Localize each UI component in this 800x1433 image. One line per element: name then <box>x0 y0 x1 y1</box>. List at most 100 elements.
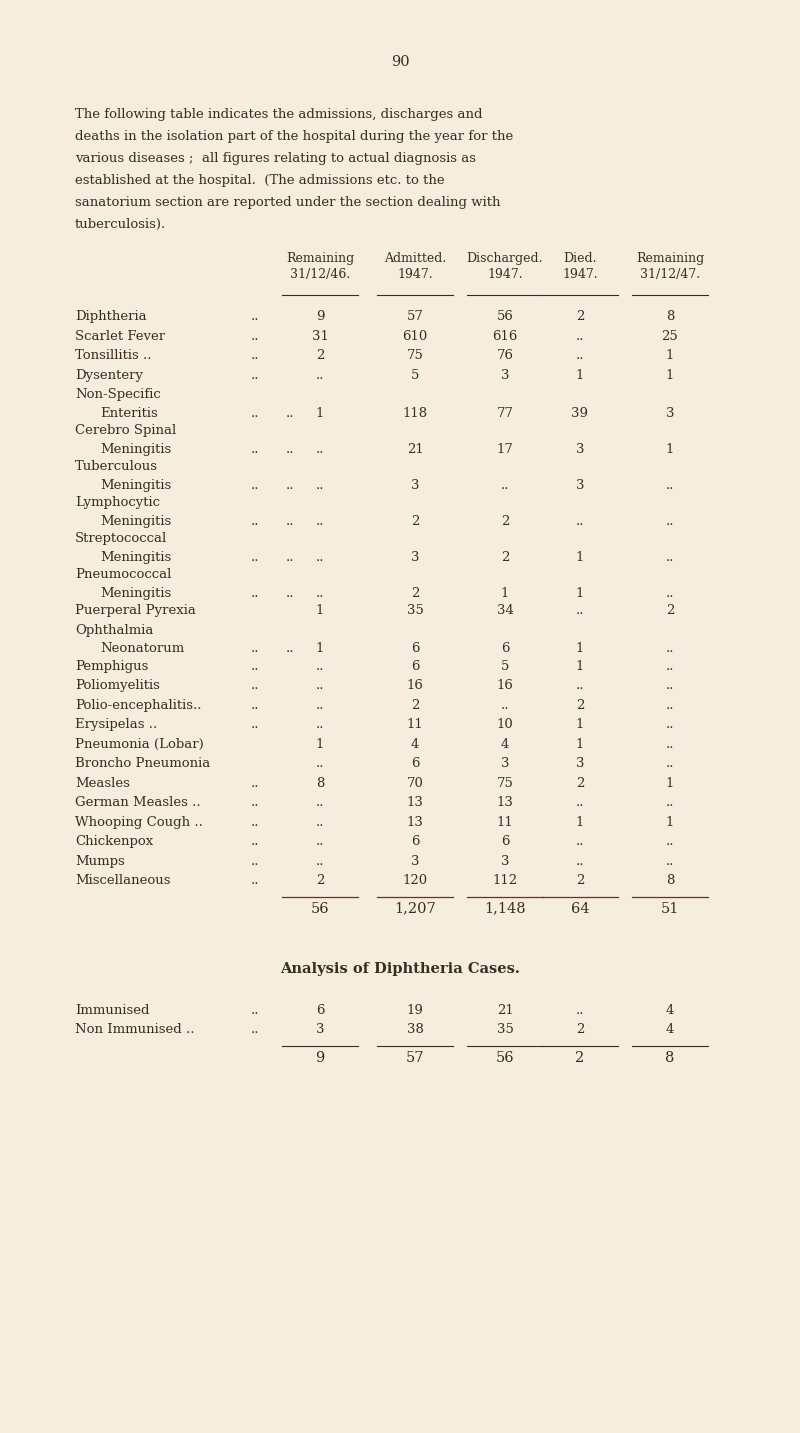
Text: 3: 3 <box>666 407 674 420</box>
Text: Died.: Died. <box>563 252 597 265</box>
Text: 8: 8 <box>666 310 674 322</box>
Text: 21: 21 <box>497 1003 514 1016</box>
Text: 17: 17 <box>497 443 514 456</box>
Text: ..: .. <box>250 550 259 563</box>
Text: 1947.: 1947. <box>397 268 433 281</box>
Text: ..: .. <box>316 698 324 712</box>
Text: 75: 75 <box>497 777 514 790</box>
Text: 1: 1 <box>666 368 674 381</box>
Text: 1,207: 1,207 <box>394 901 436 916</box>
Text: Scarlet Fever: Scarlet Fever <box>75 330 165 342</box>
Text: 31/12/47.: 31/12/47. <box>640 268 700 281</box>
Text: 2: 2 <box>316 874 324 887</box>
Text: 13: 13 <box>406 815 423 828</box>
Text: ..: .. <box>576 854 584 867</box>
Text: ..: .. <box>666 718 674 731</box>
Text: 112: 112 <box>493 874 518 887</box>
Text: Remaining: Remaining <box>286 252 354 265</box>
Text: 3: 3 <box>576 479 584 492</box>
Text: ..: .. <box>316 679 324 692</box>
Text: Lymphocytic: Lymphocytic <box>75 496 160 509</box>
Text: ..: .. <box>666 757 674 770</box>
Text: ..: .. <box>250 479 259 492</box>
Text: 8: 8 <box>666 1050 674 1065</box>
Text: ..: .. <box>286 642 294 655</box>
Text: ..: .. <box>250 310 259 322</box>
Text: ..: .. <box>316 718 324 731</box>
Text: Dysentery: Dysentery <box>75 368 143 381</box>
Text: 3: 3 <box>316 1023 324 1036</box>
Text: ..: .. <box>250 514 259 527</box>
Text: 76: 76 <box>497 350 514 363</box>
Text: 3: 3 <box>576 757 584 770</box>
Text: Puerperal Pyrexia: Puerperal Pyrexia <box>75 603 196 618</box>
Text: 90: 90 <box>390 54 410 69</box>
Text: Chickenpox: Chickenpox <box>75 835 154 848</box>
Text: 1: 1 <box>576 738 584 751</box>
Text: Meningitis: Meningitis <box>100 586 171 599</box>
Text: ..: .. <box>250 777 259 790</box>
Text: ..: .. <box>316 586 324 599</box>
Text: ..: .. <box>666 514 674 527</box>
Text: Remaining: Remaining <box>636 252 704 265</box>
Text: 6: 6 <box>501 642 510 655</box>
Text: 2: 2 <box>575 1050 585 1065</box>
Text: ..: .. <box>576 330 584 342</box>
Text: 1: 1 <box>576 718 584 731</box>
Text: sanatorium section are reported under the section dealing with: sanatorium section are reported under th… <box>75 196 501 209</box>
Text: 616: 616 <box>492 330 518 342</box>
Text: 9: 9 <box>315 1050 325 1065</box>
Text: Erysipelas ..: Erysipelas .. <box>75 718 158 731</box>
Text: 6: 6 <box>316 1003 324 1016</box>
Text: 6: 6 <box>410 642 419 655</box>
Text: ..: .. <box>250 330 259 342</box>
Text: ..: .. <box>316 368 324 381</box>
Text: 1947.: 1947. <box>487 268 523 281</box>
Text: 70: 70 <box>406 777 423 790</box>
Text: established at the hospital.  (The admissions etc. to the: established at the hospital. (The admiss… <box>75 173 445 186</box>
Text: ..: .. <box>250 407 259 420</box>
Text: 57: 57 <box>406 310 423 322</box>
Text: 8: 8 <box>666 874 674 887</box>
Text: 1: 1 <box>666 443 674 456</box>
Text: tuberculosis).: tuberculosis). <box>75 218 166 231</box>
Text: ..: .. <box>576 1003 584 1016</box>
Text: ..: .. <box>286 514 294 527</box>
Text: 1: 1 <box>576 586 584 599</box>
Text: 2: 2 <box>576 1023 584 1036</box>
Text: 2: 2 <box>576 310 584 322</box>
Text: 2: 2 <box>501 550 509 563</box>
Text: ..: .. <box>666 479 674 492</box>
Text: 9: 9 <box>316 310 324 322</box>
Text: 2: 2 <box>576 777 584 790</box>
Text: ..: .. <box>666 854 674 867</box>
Text: ..: .. <box>316 835 324 848</box>
Text: Meningitis: Meningitis <box>100 514 171 527</box>
Text: Streptococcal: Streptococcal <box>75 532 167 545</box>
Text: Poliomyelitis: Poliomyelitis <box>75 679 160 692</box>
Text: 2: 2 <box>576 698 584 712</box>
Text: ..: .. <box>316 550 324 563</box>
Text: 118: 118 <box>402 407 427 420</box>
Text: 56: 56 <box>497 310 514 322</box>
Text: Meningitis: Meningitis <box>100 550 171 563</box>
Text: ..: .. <box>250 835 259 848</box>
Text: 3: 3 <box>410 550 419 563</box>
Text: Pneumococcal: Pneumococcal <box>75 567 171 580</box>
Text: deaths in the isolation part of the hospital during the year for the: deaths in the isolation part of the hosp… <box>75 130 514 143</box>
Text: ..: .. <box>316 795 324 810</box>
Text: ..: .. <box>250 698 259 712</box>
Text: ..: .. <box>316 443 324 456</box>
Text: Neonatorum: Neonatorum <box>100 642 184 655</box>
Text: 10: 10 <box>497 718 514 731</box>
Text: 4: 4 <box>501 738 509 751</box>
Text: 2: 2 <box>316 350 324 363</box>
Text: ..: .. <box>250 1023 259 1036</box>
Text: 3: 3 <box>576 443 584 456</box>
Text: 6: 6 <box>410 757 419 770</box>
Text: 11: 11 <box>497 815 514 828</box>
Text: 1: 1 <box>666 777 674 790</box>
Text: 1: 1 <box>576 550 584 563</box>
Text: various diseases ;  all figures relating to actual diagnosis as: various diseases ; all figures relating … <box>75 152 476 165</box>
Text: Ophthalmia: Ophthalmia <box>75 623 154 636</box>
